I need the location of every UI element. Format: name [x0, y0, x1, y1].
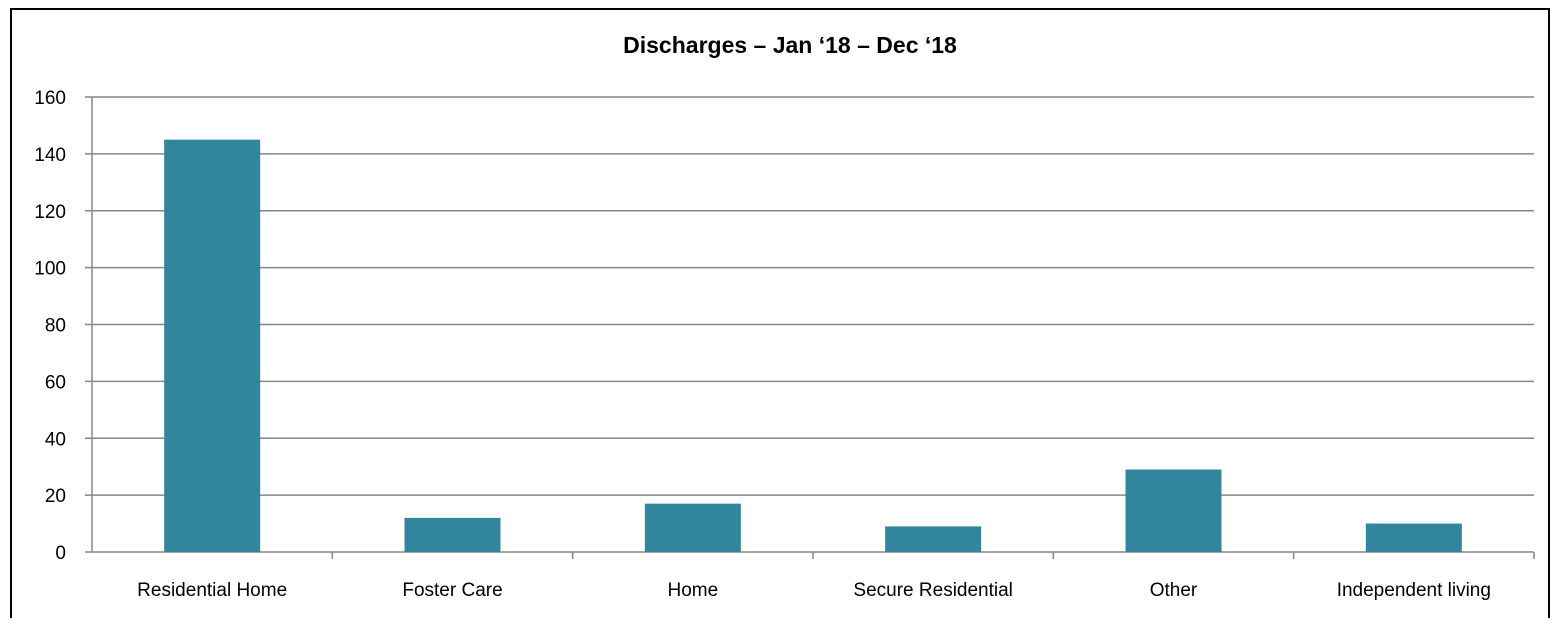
y-tick-label: 120 [34, 202, 66, 223]
bar [1125, 469, 1222, 552]
y-axis-tick-labels: 0 20 40 60 80 100 120 140 160 [34, 88, 66, 564]
y-tick-label: 20 [45, 486, 66, 507]
x-axis-tick-labels: Residential Home Foster Care Home Secure Re… [137, 580, 1491, 601]
y-tick-label: 140 [34, 145, 66, 166]
chart-frame [10, 8, 1550, 618]
x-tick-label: Residential Home [137, 580, 287, 601]
y-tick-label: 0 [55, 543, 66, 564]
bar [404, 517, 501, 552]
y-tick-label: 100 [34, 259, 66, 280]
chart-title: Discharges – Jan ‘18 – Dec ‘18 [623, 32, 957, 58]
y-tick-label: 60 [45, 372, 66, 393]
x-tick-label: Secure Residential [853, 580, 1012, 601]
bar [1365, 523, 1462, 552]
x-tick-label: Independent living [1337, 580, 1491, 601]
y-tick-label: 40 [45, 429, 66, 450]
x-tick-label: Home [667, 580, 718, 601]
y-tick-label: 160 [34, 88, 66, 109]
gridlines [85, 96, 1535, 559]
bar [164, 139, 261, 552]
bar [644, 503, 741, 552]
y-tick-label: 80 [45, 316, 66, 337]
bar [885, 526, 982, 552]
bars [164, 139, 1462, 552]
x-tick-label: Foster Care [402, 580, 502, 601]
x-tick-label: Other [1150, 580, 1198, 601]
